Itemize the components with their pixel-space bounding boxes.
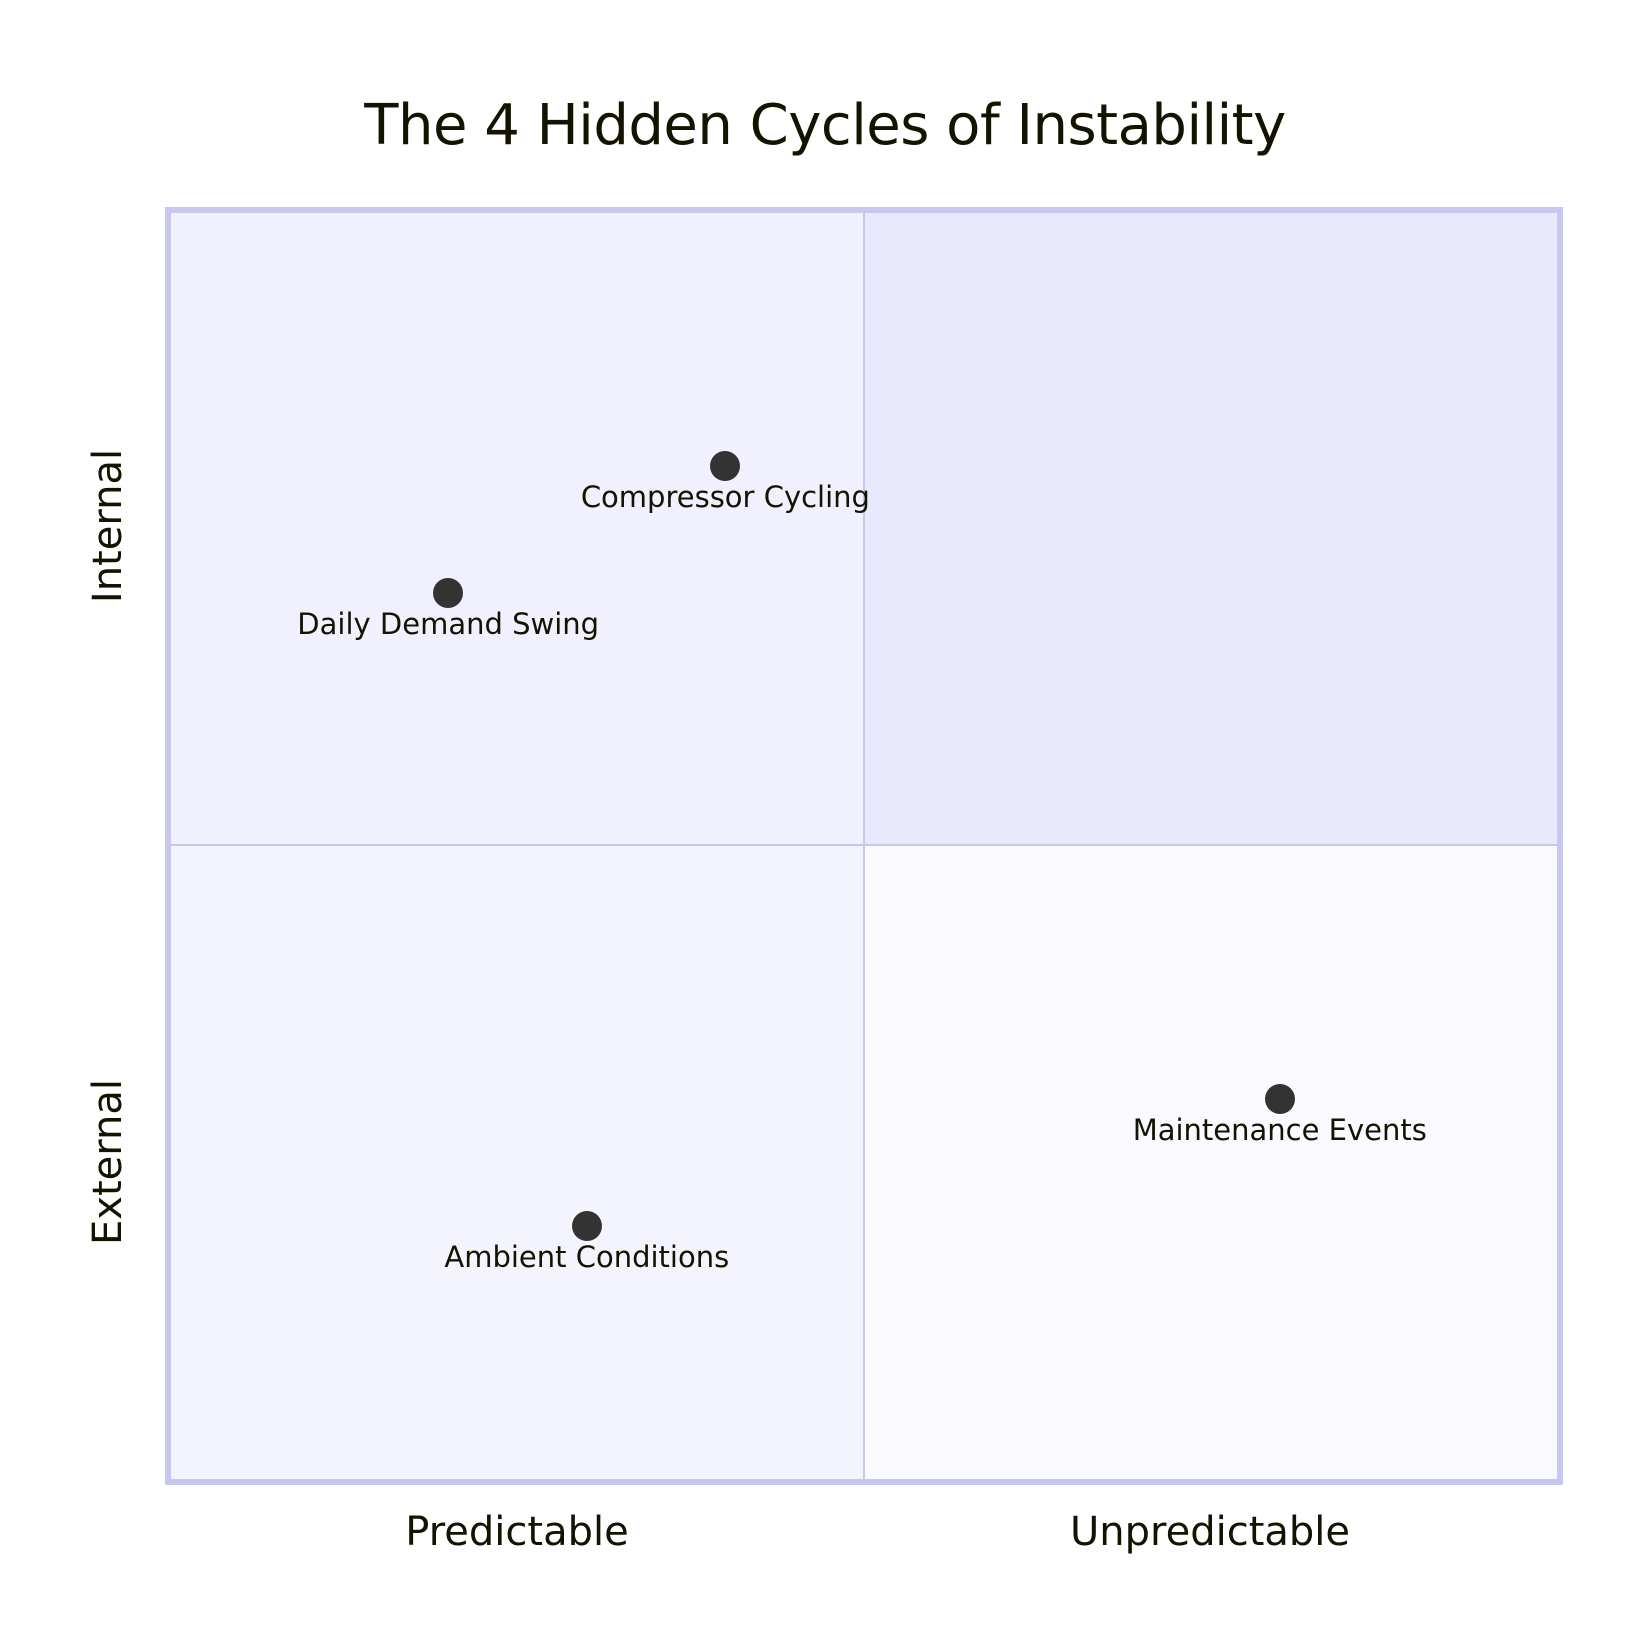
quadrant-bottom-left <box>171 845 864 1479</box>
data-point-marker[interactable] <box>710 451 741 482</box>
data-point-marker[interactable] <box>571 1210 602 1241</box>
y-axis-label-top: Internal <box>85 448 131 604</box>
chart-title: The 4 Hidden Cycles of Instability <box>364 93 1286 158</box>
quadrant-bottom-right <box>864 845 1557 1479</box>
x-axis-label-right: Unpredictable <box>1070 1509 1350 1555</box>
data-point-label: Daily Demand Swing <box>297 606 600 641</box>
x-axis-label-left: Predictable <box>405 1509 629 1555</box>
data-point-marker[interactable] <box>1264 1084 1295 1115</box>
horizontal-divider <box>171 844 1557 846</box>
vertical-divider <box>863 213 865 1479</box>
data-point-marker[interactable] <box>433 577 464 608</box>
data-point-label: Maintenance Events <box>1132 1113 1427 1148</box>
data-point-label: Ambient Conditions <box>444 1239 730 1274</box>
data-point-label: Compressor Cycling <box>580 480 870 515</box>
quadrant-top-left <box>171 213 864 845</box>
quadrant-top-right <box>864 213 1557 845</box>
y-axis-label-bottom: External <box>85 1079 131 1245</box>
quadrant-plot-area: Compressor Cycling Daily Demand Swing Ma… <box>165 207 1563 1485</box>
